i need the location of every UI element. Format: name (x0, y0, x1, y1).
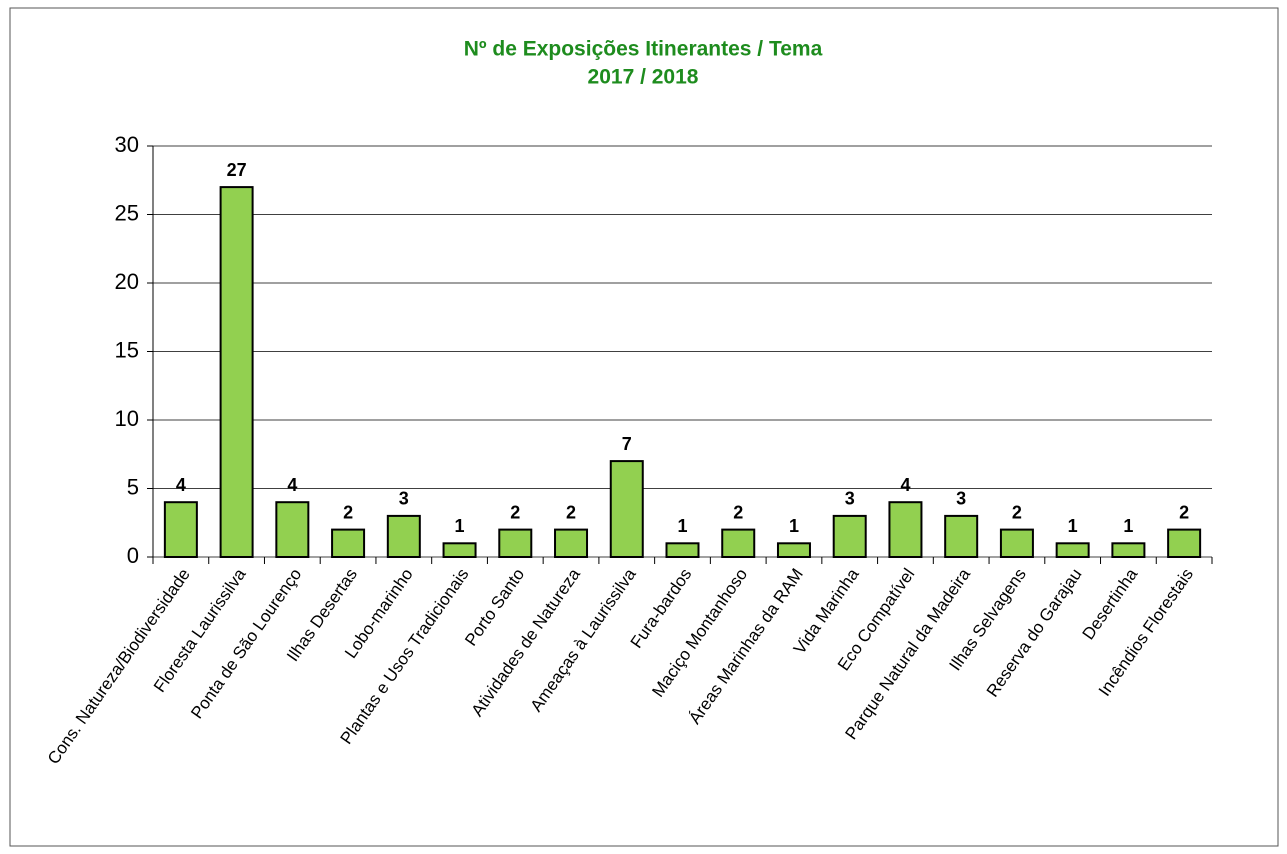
y-tick-label: 10 (115, 406, 139, 431)
y-tick-label: 5 (127, 474, 139, 499)
value-label: 1 (1123, 516, 1133, 536)
value-label: 4 (176, 475, 186, 495)
y-tick-label: 0 (127, 543, 139, 568)
bar (442, 542, 477, 558)
bar (944, 514, 979, 559)
chart-title: Nº de Exposições Itinerantes / Tema (464, 38, 823, 61)
bar (163, 501, 198, 559)
value-label: 1 (677, 516, 687, 536)
chart-subtitle: 2017 / 2018 (588, 66, 699, 89)
bar (1055, 542, 1090, 558)
value-label: 3 (956, 489, 966, 509)
bar (776, 542, 811, 558)
bar (554, 528, 589, 558)
value-label: 3 (845, 489, 855, 509)
bar (721, 528, 756, 558)
value-label: 2 (510, 502, 520, 522)
value-label: 2 (1179, 502, 1189, 522)
value-label: 2 (343, 502, 353, 522)
value-label: 2 (566, 502, 576, 522)
value-label: 1 (1068, 516, 1078, 536)
bar (1167, 528, 1202, 558)
value-label: 7 (622, 434, 632, 454)
bar (1111, 542, 1146, 558)
y-tick-label: 25 (115, 200, 139, 225)
bar (665, 542, 700, 558)
bar (888, 501, 923, 559)
value-label: 4 (287, 475, 297, 495)
bar (331, 528, 366, 558)
bar (832, 514, 867, 559)
y-tick-label: 15 (115, 337, 139, 362)
y-tick-label: 30 (115, 132, 139, 157)
bar (386, 514, 421, 559)
y-tick-label: 20 (115, 269, 139, 294)
bar (219, 186, 254, 558)
value-label: 1 (789, 516, 799, 536)
value-label: 4 (900, 475, 910, 495)
bar (999, 528, 1034, 558)
value-label: 27 (227, 160, 247, 180)
value-label: 2 (1012, 502, 1022, 522)
bar (275, 501, 310, 559)
bar (498, 528, 533, 558)
value-label: 3 (399, 489, 409, 509)
value-label: 1 (455, 516, 465, 536)
value-label: 2 (733, 502, 743, 522)
bar (609, 460, 644, 559)
